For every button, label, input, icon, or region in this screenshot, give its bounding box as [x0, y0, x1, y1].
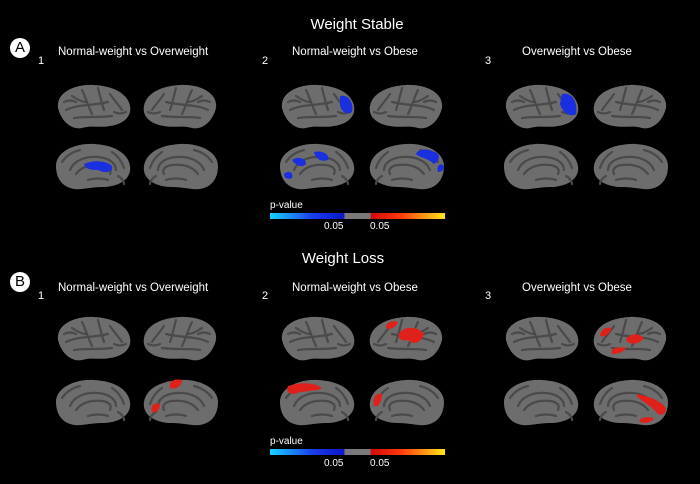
activation-cluster [398, 327, 424, 343]
panel-a2-number: 2 [262, 55, 269, 67]
activation-cluster [287, 383, 322, 394]
legend-a-label: p-value [270, 200, 303, 211]
section-b-label: B [10, 272, 30, 292]
activation-cluster [416, 149, 439, 164]
brain-surface-a-medial-6 [593, 143, 668, 190]
activation-cluster [386, 321, 398, 329]
activation-cluster [639, 417, 654, 423]
brain-surface-a-medial-2 [143, 143, 218, 190]
activation-cluster [292, 157, 306, 167]
legend-b-tick-left: 0.05 [324, 458, 344, 469]
panel-b2-title: Normal-weight vs Obese [292, 282, 418, 294]
brain-surface-b-medial-2 [143, 379, 218, 426]
activation-cluster [626, 334, 644, 344]
brain-surface-a-lateral-4 [369, 84, 443, 129]
activation-cluster [151, 403, 160, 413]
activation-cluster [636, 394, 666, 415]
brain-surface-b-medial-1 [56, 379, 131, 426]
panel-b3-title: Overweight vs Obese [522, 282, 632, 294]
legend-b-tick-right: 0.05 [370, 458, 390, 469]
legend-a-tick-left: 0.05 [324, 221, 344, 232]
panel-a1-title: Normal-weight vs Overweight [58, 46, 209, 58]
brain-surface-b-lateral-2 [143, 316, 217, 361]
brain-surface-b-lateral-5 [505, 316, 579, 361]
brain-surface-a-medial-4 [369, 143, 444, 190]
brain-surface-a-lateral-5 [505, 84, 579, 129]
brain-surface-b-lateral-1 [57, 316, 131, 361]
brain-surface-b-medial-3 [280, 379, 355, 426]
panel-a2-title: Normal-weight vs Obese [292, 46, 418, 58]
panel-b1-number: 1 [38, 290, 45, 302]
brain-surface-a-medial-1 [56, 143, 131, 190]
activation-cluster [84, 161, 113, 173]
panel-b2-number: 2 [262, 290, 269, 302]
activation-cluster [314, 151, 329, 161]
panel-a1-number: 1 [38, 55, 45, 67]
brain-surface-a-medial-5 [504, 143, 579, 190]
activation-cluster [284, 171, 293, 179]
section-a-title: Weight Stable [310, 16, 404, 33]
legend-a-tick-right: 0.05 [370, 221, 390, 232]
brain-surface-a-lateral-1 [57, 84, 131, 129]
legend-b-label: p-value [270, 436, 303, 447]
activation-cluster [611, 347, 626, 354]
activation-cluster [600, 327, 612, 337]
panel-a3-title: Overweight vs Obese [522, 46, 632, 58]
brain-surface-b-medial-6 [593, 379, 668, 426]
brain-surface-b-medial-4 [369, 379, 444, 426]
activation-cluster [169, 379, 182, 389]
brain-surface-b-medial-5 [504, 379, 579, 426]
brain-surface-a-lateral-6 [593, 84, 667, 129]
legend-b-colorbar [270, 449, 445, 455]
brain-surface-b-lateral-6 [593, 316, 667, 361]
section-a-label: A [10, 38, 30, 58]
brain-surface-a-lateral-2 [143, 84, 217, 129]
panel-b3-number: 3 [485, 290, 492, 302]
panel-b1-title: Normal-weight vs Overweight [58, 282, 209, 294]
activation-cluster [437, 164, 444, 172]
section-b-title: Weight Loss [301, 250, 385, 267]
brain-surface-b-lateral-3 [281, 316, 355, 361]
brain-surface-a-medial-3 [280, 143, 355, 190]
panel-a3-number: 3 [485, 55, 492, 67]
activation-cluster [340, 95, 353, 114]
brain-surface-b-lateral-4 [369, 316, 443, 361]
brain-surface-a-lateral-3 [281, 84, 355, 129]
activation-cluster [560, 93, 577, 116]
legend-a-colorbar [270, 213, 445, 219]
activation-cluster [373, 393, 382, 407]
